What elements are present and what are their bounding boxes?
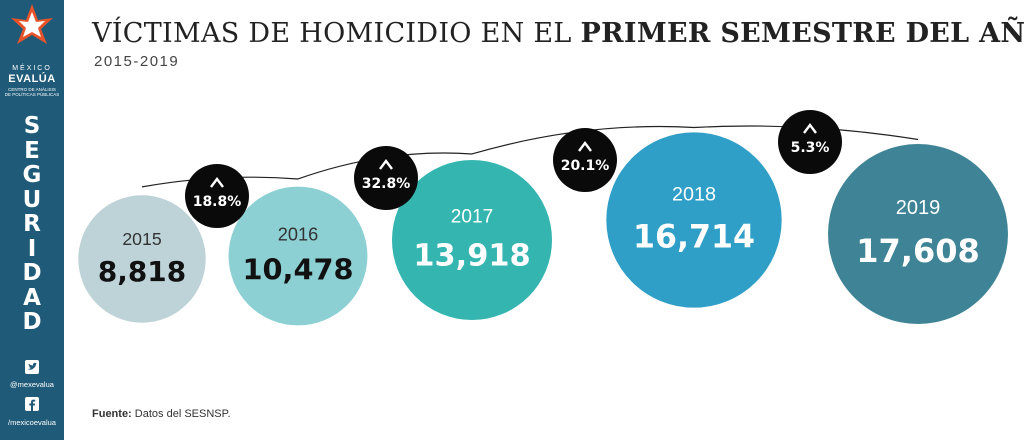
- change-badge: [553, 128, 617, 192]
- title-regular: VÍCTIMAS DE HOMICIDIO EN EL: [92, 18, 581, 49]
- trend-line: [141, 125, 919, 188]
- source-note: Fuente: Datos del SESNSP.: [92, 408, 231, 420]
- value-label: 8,818: [98, 255, 186, 288]
- change-label: 5.3%: [791, 140, 830, 156]
- up-arrow-icon: [379, 159, 393, 170]
- value-label: 13,918: [413, 239, 530, 274]
- bubble-2016: [228, 186, 368, 326]
- year-label: 2015: [122, 229, 162, 249]
- year-label: 2017: [451, 206, 493, 227]
- sidebar: MÉXICO EVALÚA CENTRO DE ANÁLISIS DE POLÍ…: [0, 0, 64, 440]
- bubble-2019: [828, 144, 1008, 324]
- brand-name: EVALÚA: [8, 73, 56, 85]
- title-bold: PRIMER SEMESTRE DEL AÑO: [580, 18, 1024, 49]
- bubble-2017: [391, 159, 553, 321]
- change-badge: [354, 146, 418, 210]
- year-label: 2018: [672, 184, 716, 206]
- value-label: 16,714: [633, 219, 755, 255]
- chart-title: VÍCTIMAS DE HOMICIDIO EN EL PRIMER SEMES…: [92, 18, 1024, 49]
- year-label: 2016: [278, 225, 318, 245]
- brand-sub-line-2: DE POLÍTICAS PÚBLICAS: [4, 92, 60, 97]
- facebook-handle[interactable]: /mexicoevalua: [8, 418, 56, 427]
- source-label: Fuente:: [92, 408, 132, 420]
- source-text: Datos del SESNSP.: [131, 408, 231, 420]
- up-arrow-icon: [803, 123, 817, 134]
- up-arrow-icon: [578, 141, 592, 152]
- brand-subtitle: CENTRO DE ANÁLISIS DE POLÍTICAS PÚBLICAS: [0, 87, 64, 97]
- change-badge: [778, 110, 842, 174]
- mexico-evalua-logo: [11, 4, 53, 44]
- change-label: 18.8%: [193, 194, 242, 210]
- change-badge: [185, 164, 249, 228]
- bubble-2015: [78, 195, 206, 323]
- change-label: 20.1%: [561, 158, 610, 174]
- twitter-handle[interactable]: @mexevalua: [10, 380, 54, 389]
- up-arrow-icon: [210, 177, 224, 188]
- twitter-icon[interactable]: [25, 360, 39, 374]
- chart-subtitle: 2015-2019: [94, 53, 180, 70]
- value-label: 17,608: [856, 232, 979, 270]
- facebook-icon[interactable]: [25, 397, 39, 411]
- change-label: 32.8%: [362, 176, 411, 192]
- value-label: 10,478: [242, 252, 353, 286]
- bubble-2018: [606, 132, 782, 308]
- brand-top-text: MÉXICO: [12, 65, 52, 72]
- year-label: 2019: [896, 197, 941, 219]
- brand-sub-line-1: CENTRO DE ANÁLISIS: [8, 87, 56, 92]
